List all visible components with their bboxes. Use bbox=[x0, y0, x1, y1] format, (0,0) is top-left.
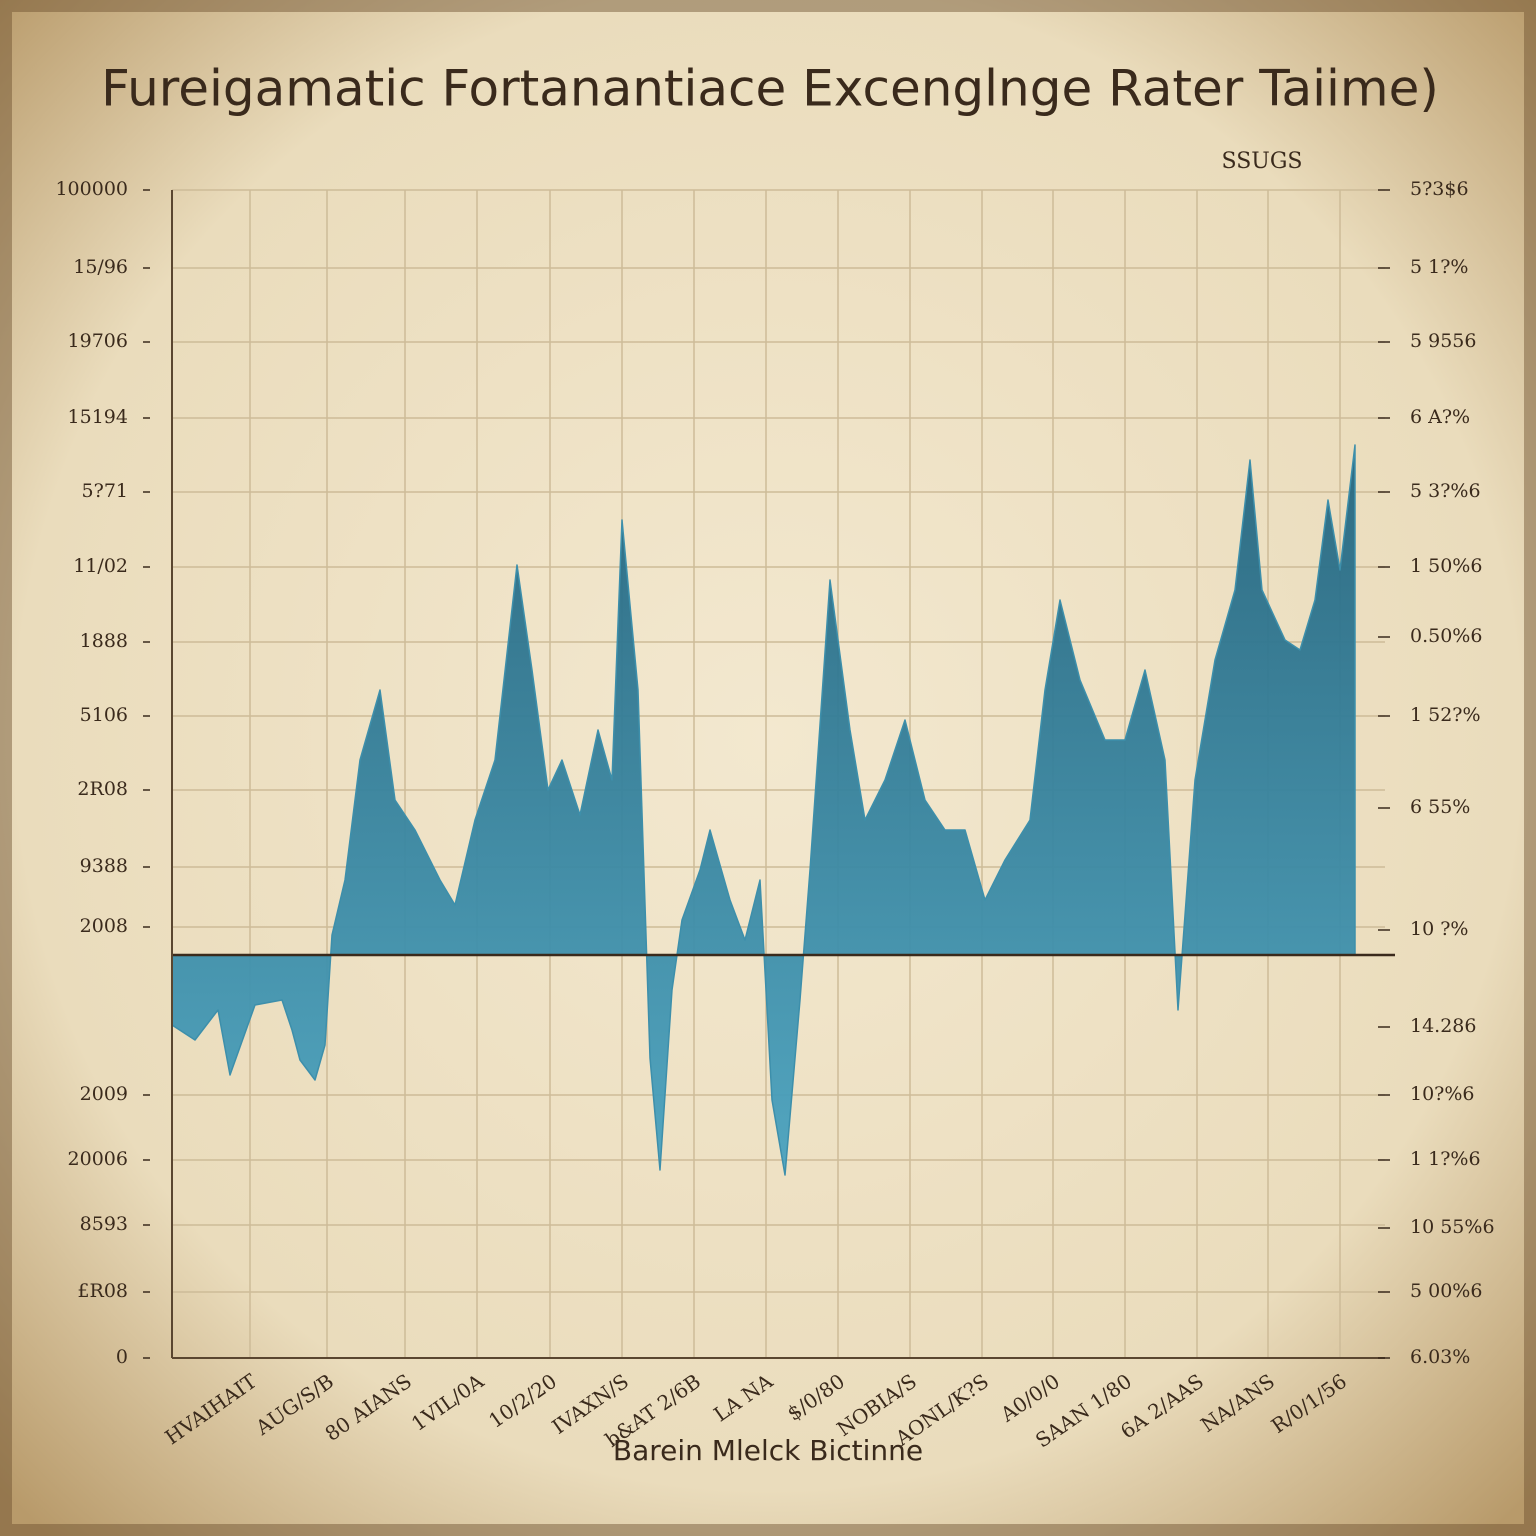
x-axis-title: Barein Mlelck Bictinne bbox=[613, 1434, 923, 1467]
y2-tick-label: 5 00%6 bbox=[1410, 1280, 1482, 1302]
y2-tick-label: 6 55% bbox=[1410, 796, 1470, 818]
y2-tick-label: 0.50%6 bbox=[1410, 625, 1482, 647]
y2-tick-label: 10 ?% bbox=[1410, 918, 1468, 940]
y2-tick-label: 1 52?% bbox=[1410, 704, 1481, 726]
y-tick-label: 2R08 bbox=[77, 778, 128, 800]
y-tick-label: 15194 bbox=[68, 406, 128, 428]
chart-title: Fureigamatic Fortanantiace Excenglnge Ra… bbox=[101, 60, 1439, 118]
y2-tick-label: 10?%6 bbox=[1410, 1083, 1475, 1105]
y-tick-label: 0 bbox=[116, 1346, 128, 1368]
y-tick-label: 15/96 bbox=[73, 256, 128, 278]
y2-tick-label: 10 55%6 bbox=[1410, 1216, 1495, 1238]
area bbox=[171, 444, 1356, 1176]
annotation: SSUGS bbox=[1222, 149, 1303, 174]
plot bbox=[171, 444, 1395, 1176]
y2-tick-label: 1 50%6 bbox=[1410, 555, 1482, 577]
y2-tick-label: 5 9556 bbox=[1410, 330, 1476, 352]
y2-tick-label: 5 3?%6 bbox=[1410, 480, 1481, 502]
y-tick-label: 20006 bbox=[68, 1148, 128, 1170]
y-tick-label: 5?71 bbox=[82, 480, 128, 502]
y-tick-label: 2008 bbox=[80, 915, 128, 937]
y2-tick-label: 5?3$6 bbox=[1410, 178, 1469, 200]
y-tick-label: 11/02 bbox=[73, 555, 128, 577]
y-tick-label: 2009 bbox=[80, 1083, 128, 1105]
y2-tick-label: 14.286 bbox=[1410, 1015, 1476, 1037]
y2-tick-label: 5 1?% bbox=[1410, 256, 1468, 278]
y-tick-label: 19706 bbox=[68, 330, 128, 352]
y2-tick-label: 6.03% bbox=[1410, 1346, 1470, 1368]
y-tick-label: 8593 bbox=[80, 1213, 128, 1235]
y2-tick-label: 1 1?%6 bbox=[1410, 1148, 1481, 1170]
y-tick-label: £R08 bbox=[77, 1280, 128, 1302]
y-tick-label: 1888 bbox=[80, 630, 128, 652]
y-tick-label: 100000 bbox=[55, 178, 128, 200]
y-tick-label: 5106 bbox=[80, 704, 128, 726]
y-tick-label: 9388 bbox=[80, 855, 128, 877]
y2-tick-label: 6 A?% bbox=[1410, 406, 1470, 428]
